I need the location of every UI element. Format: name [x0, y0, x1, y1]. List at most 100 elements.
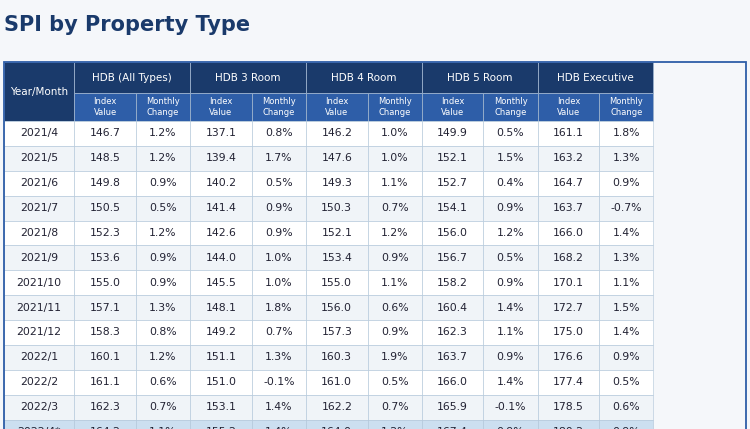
Bar — [422, 270, 484, 295]
Bar — [306, 370, 368, 395]
Text: 1.1%: 1.1% — [381, 278, 409, 288]
Text: 2021/9: 2021/9 — [20, 253, 58, 263]
Bar — [190, 196, 252, 221]
Bar — [599, 171, 653, 196]
Bar — [599, 320, 653, 345]
Text: 0.9%: 0.9% — [265, 203, 292, 213]
Bar — [252, 196, 306, 221]
Bar — [190, 121, 252, 146]
Text: 0.9%: 0.9% — [265, 228, 292, 238]
Bar — [599, 245, 653, 270]
Bar — [74, 121, 136, 146]
Bar — [422, 320, 484, 345]
Text: 0.9%: 0.9% — [613, 178, 640, 188]
Bar — [136, 395, 190, 420]
Text: 1.3%: 1.3% — [613, 153, 640, 163]
Text: 167.4: 167.4 — [437, 427, 468, 429]
Bar — [538, 121, 599, 146]
Text: 155.0: 155.0 — [321, 278, 352, 288]
Bar — [599, 270, 653, 295]
Bar — [422, 245, 484, 270]
Bar — [74, 420, 136, 429]
Text: 0.9%: 0.9% — [496, 278, 524, 288]
Bar — [422, 121, 484, 146]
Bar — [74, 270, 136, 295]
Text: 1.2%: 1.2% — [381, 228, 409, 238]
Bar — [190, 320, 252, 345]
Bar — [4, 395, 74, 420]
Text: Year/Month: Year/Month — [10, 87, 68, 97]
Text: 1.4%: 1.4% — [496, 377, 524, 387]
Bar — [190, 370, 252, 395]
Bar — [599, 420, 653, 429]
Text: 2021/7: 2021/7 — [20, 203, 58, 213]
Bar — [599, 93, 653, 121]
Bar — [74, 196, 136, 221]
Text: 1.9%: 1.9% — [381, 352, 409, 363]
Bar — [538, 295, 599, 320]
Bar — [252, 245, 306, 270]
Text: HDB 5 Room: HDB 5 Room — [447, 73, 512, 83]
Bar — [252, 121, 306, 146]
Bar — [422, 93, 484, 121]
Bar — [4, 146, 74, 171]
Bar — [422, 345, 484, 370]
Bar — [252, 345, 306, 370]
Text: 155.2: 155.2 — [206, 427, 236, 429]
Bar — [484, 171, 538, 196]
Text: 2021/10: 2021/10 — [16, 278, 62, 288]
Bar — [368, 171, 422, 196]
Bar — [538, 146, 599, 171]
Text: 0.9%: 0.9% — [496, 427, 524, 429]
Text: 166.0: 166.0 — [437, 377, 468, 387]
Bar — [4, 245, 74, 270]
Bar — [136, 196, 190, 221]
Text: 0.5%: 0.5% — [265, 178, 292, 188]
Text: 1.5%: 1.5% — [496, 153, 524, 163]
Bar — [538, 93, 599, 121]
Text: 157.3: 157.3 — [321, 327, 352, 338]
Bar — [252, 221, 306, 245]
Text: 172.7: 172.7 — [553, 302, 584, 313]
Text: 0.4%: 0.4% — [496, 178, 524, 188]
Bar — [4, 295, 74, 320]
Bar — [4, 62, 746, 429]
Text: 0.9%: 0.9% — [613, 427, 640, 429]
Bar — [74, 245, 136, 270]
Bar — [484, 93, 538, 121]
Text: 1.4%: 1.4% — [265, 402, 292, 412]
Text: 0.6%: 0.6% — [149, 377, 177, 387]
Bar — [422, 146, 484, 171]
Bar — [74, 345, 136, 370]
Bar — [484, 320, 538, 345]
Text: 161.1: 161.1 — [90, 377, 121, 387]
Bar — [599, 221, 653, 245]
Text: 0.9%: 0.9% — [149, 178, 177, 188]
Bar — [252, 171, 306, 196]
Bar — [4, 221, 74, 245]
Text: 156.0: 156.0 — [321, 302, 352, 313]
Text: 1.1%: 1.1% — [149, 427, 177, 429]
Text: 178.5: 178.5 — [553, 402, 584, 412]
Text: 160.3: 160.3 — [321, 352, 352, 363]
Bar — [74, 221, 136, 245]
Bar — [538, 270, 599, 295]
Bar — [368, 370, 422, 395]
Bar — [484, 221, 538, 245]
Text: 0.9%: 0.9% — [381, 253, 409, 263]
Text: 148.5: 148.5 — [90, 153, 121, 163]
Text: 1.3%: 1.3% — [613, 253, 640, 263]
Text: 2021/11: 2021/11 — [16, 302, 62, 313]
Text: 0.5%: 0.5% — [496, 253, 524, 263]
Bar — [136, 270, 190, 295]
Text: -0.7%: -0.7% — [610, 203, 642, 213]
Text: 147.6: 147.6 — [321, 153, 352, 163]
Bar — [252, 395, 306, 420]
Text: Monthly
Change: Monthly Change — [262, 97, 296, 117]
Text: 1.1%: 1.1% — [613, 278, 640, 288]
Bar — [4, 171, 74, 196]
Text: 0.9%: 0.9% — [496, 352, 524, 363]
Bar — [484, 245, 538, 270]
Text: 1.2%: 1.2% — [149, 128, 177, 139]
Text: 1.0%: 1.0% — [265, 278, 292, 288]
